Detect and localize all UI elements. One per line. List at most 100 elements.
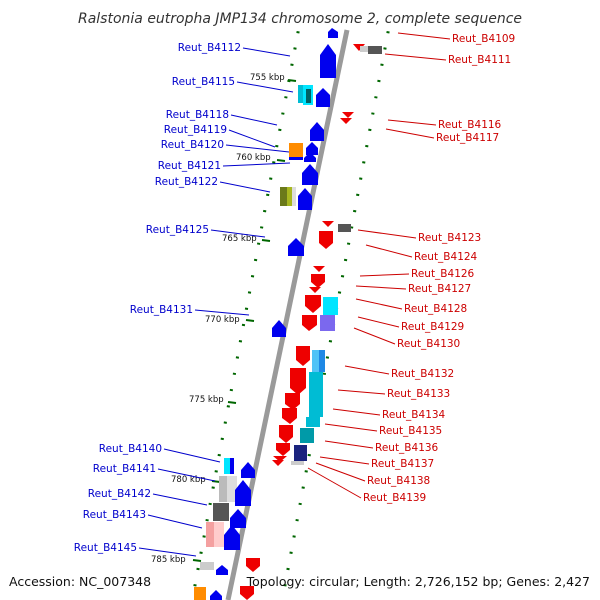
gene-label[interactable]: Reut_B4123 <box>418 232 481 244</box>
gene-block <box>287 187 292 206</box>
gene-label[interactable]: Reut_B4111 <box>448 54 511 66</box>
track-tick <box>371 112 375 115</box>
track-tick <box>343 258 348 262</box>
gene-label[interactable]: Reut_B4145 <box>74 542 137 554</box>
gene-label[interactable]: Reut_B4134 <box>382 409 446 421</box>
track-tick <box>223 421 227 424</box>
gene-arrow <box>282 408 297 424</box>
track-tick <box>325 356 330 359</box>
gene-label[interactable]: Reut_B4141 <box>93 463 156 475</box>
track-tick <box>232 372 237 376</box>
track-tick <box>220 437 224 441</box>
gene-label[interactable]: Reut_B4136 <box>375 442 439 454</box>
gene-label[interactable]: Reut_B4119 <box>164 124 227 136</box>
gene-label[interactable]: Reut_B4115 <box>172 76 235 88</box>
gene-block <box>320 315 335 331</box>
gene-arrow <box>230 509 246 528</box>
gene-arrow <box>342 112 354 118</box>
gene-label[interactable]: Reut_B4132 <box>391 368 454 380</box>
track-tick <box>211 486 215 489</box>
leader-line <box>359 273 410 277</box>
kbp-tick <box>276 159 286 162</box>
gene-label[interactable]: Reut_B4126 <box>411 268 475 280</box>
gene-label[interactable]: Reut_B4130 <box>397 338 460 350</box>
gene-arrow <box>306 142 318 155</box>
genome-summary-text: Topology: circular; Length: 2,726,152 bp… <box>246 574 590 589</box>
gene-label[interactable]: Reut_B4142 <box>88 488 151 500</box>
gene-label[interactable]: Reut_B4139 <box>363 492 426 504</box>
track-tick <box>253 258 258 262</box>
track-tick <box>193 584 197 587</box>
gene-arrow <box>319 231 333 249</box>
gene-block <box>200 562 214 570</box>
leader-line <box>225 144 290 153</box>
gene-label[interactable]: Reut_B4121 <box>158 160 221 172</box>
gene-arrow <box>328 28 338 38</box>
kbp-label: 775 kbp <box>189 395 224 405</box>
gene-label[interactable]: Reut_B4128 <box>404 303 467 315</box>
gene-label[interactable]: Reut_B4116 <box>438 119 502 131</box>
gene-label[interactable]: Reut_B4137 <box>371 458 434 470</box>
track-tick <box>307 453 311 457</box>
track-tick <box>301 486 305 489</box>
gene-block <box>230 458 234 474</box>
track-tick <box>328 340 333 343</box>
gene-label[interactable]: Reut_B4133 <box>387 388 450 400</box>
gene-block <box>323 297 338 315</box>
leader-line <box>332 408 381 416</box>
track-tick <box>386 31 390 34</box>
leader-line <box>337 389 386 395</box>
track-tick <box>296 31 300 34</box>
gene-label[interactable]: Reut_B4143 <box>83 509 146 521</box>
gene-arrow <box>316 88 330 107</box>
leader-line <box>357 229 417 239</box>
track-tick <box>380 63 384 67</box>
leader-line <box>384 53 447 61</box>
track-tick <box>238 340 243 343</box>
gene-label[interactable]: Reut_B4120 <box>161 139 224 151</box>
gene-block <box>368 46 382 54</box>
gene-label[interactable]: Reut_B4135 <box>379 425 442 437</box>
gene-label[interactable]: Reut_B4127 <box>408 283 471 295</box>
gene-label[interactable]: Reut_B4122 <box>155 176 218 188</box>
gene-label[interactable]: Reut_B4125 <box>146 224 209 236</box>
gene-block <box>206 522 214 547</box>
leader-line <box>397 32 451 40</box>
track-tick <box>337 291 342 294</box>
gene-arrow <box>309 287 321 293</box>
gene-label[interactable]: Reut_B4109 <box>452 33 515 45</box>
gene-label[interactable]: Reut_B4112 <box>178 42 241 54</box>
gene-label[interactable]: Reut_B4131 <box>130 304 193 316</box>
track-tick <box>247 291 252 294</box>
gene-label[interactable]: Reut_B4118 <box>166 109 229 121</box>
track-tick <box>383 47 387 50</box>
kbp-label: 780 kbp <box>171 475 206 485</box>
kbp-tick <box>192 559 202 562</box>
gene-arrow <box>241 462 255 478</box>
gene-label[interactable]: Reut_B4138 <box>367 475 430 487</box>
track-tick <box>202 535 206 538</box>
gene-label[interactable]: Reut_B4129 <box>401 321 464 333</box>
track-tick <box>217 453 221 457</box>
gene-arrow <box>296 346 310 366</box>
track-tick <box>368 128 372 132</box>
kbp-tick <box>261 239 271 242</box>
gene-arrow <box>304 152 316 162</box>
track-tick <box>298 502 302 506</box>
gene-block <box>292 187 296 206</box>
gene-label[interactable]: Reut_B4140 <box>99 443 162 455</box>
gene-arrow <box>311 274 325 288</box>
gene-label[interactable]: Reut_B4124 <box>414 251 478 263</box>
gene-block <box>294 445 307 461</box>
gene-arrow <box>285 393 300 410</box>
track-tick <box>281 112 285 115</box>
track-tick <box>284 96 288 99</box>
gene-label[interactable]: Reut_B4117 <box>436 132 499 144</box>
track-tick <box>269 177 273 180</box>
kbp-tick <box>227 401 237 404</box>
track-tick <box>286 567 290 571</box>
track-tick <box>244 307 249 310</box>
track-tick <box>292 535 296 538</box>
gene-arrow <box>298 188 312 210</box>
gene-block <box>300 428 314 443</box>
